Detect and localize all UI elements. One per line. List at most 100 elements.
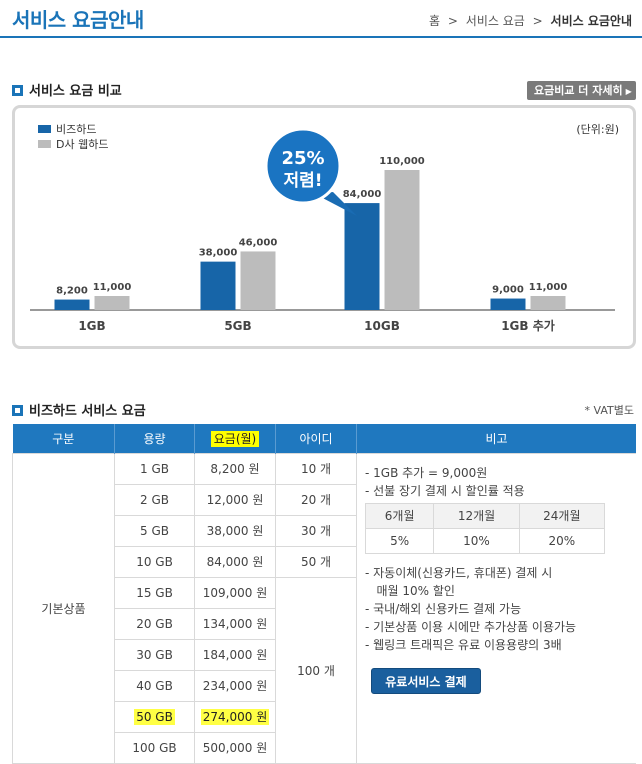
discount-period: 12개월 (433, 502, 520, 529)
breadcrumb-separator: > (532, 14, 543, 28)
note-line: 매월 10% 할인 (365, 583, 455, 598)
category-label: 1GB (78, 319, 105, 333)
capacity-cell: 20 GB (114, 607, 195, 640)
breadcrumb-home[interactable]: 홈 (429, 14, 441, 28)
discount-rate: 10% (433, 527, 520, 554)
table-row: 15 GB 109,000 원 100 개 (13, 576, 637, 764)
discount-badge: 25% 저렴! (264, 127, 357, 216)
capacity-cell: 10 GB (114, 545, 195, 578)
col-price: 요금(월) (194, 424, 276, 453)
discount-period-row: 6개월 12개월 24개월 (364, 502, 606, 529)
bar-value-label: 46,000 (239, 237, 278, 248)
note-line: - 선불 장기 결제 시 할인률 적용 (365, 483, 525, 498)
notes-cell: - 1GB 추가 = 9,000원 - 선불 장기 결제 시 할인률 적용 6개… (356, 452, 636, 764)
page-header: 서비스 요금안내 홈 > 서비스 요금 > 서비스 요금안내 (0, 0, 642, 38)
badge-circle (264, 127, 342, 205)
price-compare-chart: 비즈하드 D사 웹하드 (단위:원) 8,200 11,000 1GB 38,000 4… (12, 105, 636, 349)
capacity-cell: 100 GB (114, 731, 195, 764)
bar-d-company (384, 170, 420, 310)
table-row: 2 GB 12,000 원 20 개 (13, 483, 637, 516)
bar-value-label: 110,000 (379, 156, 425, 167)
compare-detail-label: 요금비교 더 자세히 (534, 84, 623, 97)
discount-rate: 5% (364, 527, 435, 554)
price-cell: 184,000 원 (194, 638, 276, 671)
legend-swatch-bizhard (38, 125, 51, 133)
square-bullet-icon (12, 405, 23, 416)
discount-period: 6개월 (364, 502, 435, 529)
badge-cheaper: 저렴! (283, 170, 322, 191)
bar-value-label: 8,200 (56, 286, 88, 297)
note-line: - 웹링크 트래픽은 유료 이용용량의 3배 (365, 637, 562, 652)
badge-pointer (315, 192, 357, 216)
table-header-row: 구분 용량 요금(월) 아이디 비고 (12, 424, 636, 453)
bar-bizhard (490, 298, 526, 310)
category-label: 10GB (364, 319, 400, 333)
bar-value-label: 38,000 (199, 248, 238, 259)
compare-title-text: 서비스 요금 비교 (29, 84, 122, 99)
compare-detail-button[interactable]: 요금비교 더 자세히 ▶ (527, 81, 636, 100)
table-row: 기본상품 1 GB 8,200 원 10 개 - 1GB 추가 = 9,000원… (12, 452, 636, 764)
category-cell: 기본상품 (12, 452, 115, 764)
price-cell: 8,200 원 (194, 452, 276, 485)
price-cell: 84,000 원 (194, 545, 276, 578)
highlighted-capacity: 50 GB (134, 708, 175, 725)
bar-d-company (240, 251, 276, 310)
price-cell: 134,000 원 (194, 607, 276, 640)
bar-value-label: 84,000 (343, 189, 382, 200)
breadcrumb: 홈 > 서비스 요금 > 서비스 요금안내 (427, 12, 634, 29)
discount-rate-row: 5% 10% 20% (364, 527, 606, 554)
bar-d-company (94, 296, 130, 310)
legend-label-d-company: D사 웹하드 (56, 137, 108, 151)
bar-value-label: 11,000 (529, 282, 568, 293)
breadcrumb-service-price[interactable]: 서비스 요금 (465, 14, 525, 28)
table-row: 10 GB 84,000 원 50 개 (13, 545, 637, 578)
table-row: 30 GB 184,000 원 (13, 638, 637, 671)
note-line: - 기본상품 이용 시에만 추가상품 이용가능 (365, 619, 577, 634)
price-cell: 12,000 원 (194, 483, 276, 516)
note-line: - 자동이체(신용카드, 휴대폰) 결제 시 (365, 565, 553, 580)
price-cell: 38,000 원 (194, 514, 276, 547)
table-row: 40 GB 234,000 원 (13, 669, 637, 702)
category-label: 1GB 추가 (501, 318, 555, 333)
square-bullet-icon (12, 85, 23, 96)
category-label: 5GB (224, 319, 251, 333)
capacity-cell: 40 GB (114, 669, 195, 702)
ids-cell: 10 개 (275, 452, 357, 485)
bar-bizhard (344, 203, 380, 310)
price-cell: 109,000 원 (194, 576, 276, 609)
price-cell: 234,000 원 (194, 669, 276, 702)
ids-cell: 20 개 (275, 483, 357, 516)
discount-rate: 20% (518, 527, 606, 554)
capacity-cell: 50 GB (114, 700, 195, 733)
pricing-table: 구분 용량 요금(월) 아이디 비고 기본상품 1 GB 8,200 원 10 … (12, 424, 636, 764)
capacity-cell: 1 GB (114, 452, 195, 485)
breadcrumb-separator: > (447, 14, 458, 28)
bar-d-company (530, 296, 566, 310)
vat-note: * VAT별도 (584, 404, 634, 417)
legend-label-bizhard: 비즈하드 (56, 122, 96, 136)
table-row-highlighted: 50 GB 274,000 원 (13, 700, 637, 733)
pricing-title-text: 비즈하드 서비스 요금 (29, 404, 146, 419)
price-cell: 500,000 원 (194, 731, 276, 764)
bar-bizhard (54, 299, 90, 310)
capacity-cell: 15 GB (114, 576, 195, 609)
highlighted-price: 274,000 원 (200, 709, 270, 725)
compare-section-title: 서비스 요금 비교 (12, 80, 122, 99)
capacity-cell: 5 GB (114, 514, 195, 547)
col-ids: 아이디 (275, 424, 357, 453)
col-capacity: 용량 (114, 424, 195, 453)
chart-unit: (단위:원) (576, 123, 619, 136)
col-price-label: 요금(월) (210, 430, 260, 447)
capacity-cell: 2 GB (114, 483, 195, 516)
paid-service-payment-button[interactable]: 유료서비스 결제 (371, 667, 481, 694)
discount-table: 6개월 12개월 24개월 5% 10% 20% (364, 502, 606, 554)
table-row: 100 GB 500,000 원 (13, 731, 637, 764)
breadcrumb-current: 서비스 요금안내 (550, 14, 632, 28)
col-notes: 비고 (356, 424, 636, 453)
table-row: 5 GB 38,000 원 30 개 (13, 514, 637, 547)
bar-value-label: 9,000 (492, 285, 524, 296)
ids-cell: 30 개 (275, 514, 357, 547)
ids-shared-cell: 100 개 (275, 576, 357, 764)
bar-bizhard (200, 261, 236, 310)
badge-percent: 25% (281, 148, 324, 169)
